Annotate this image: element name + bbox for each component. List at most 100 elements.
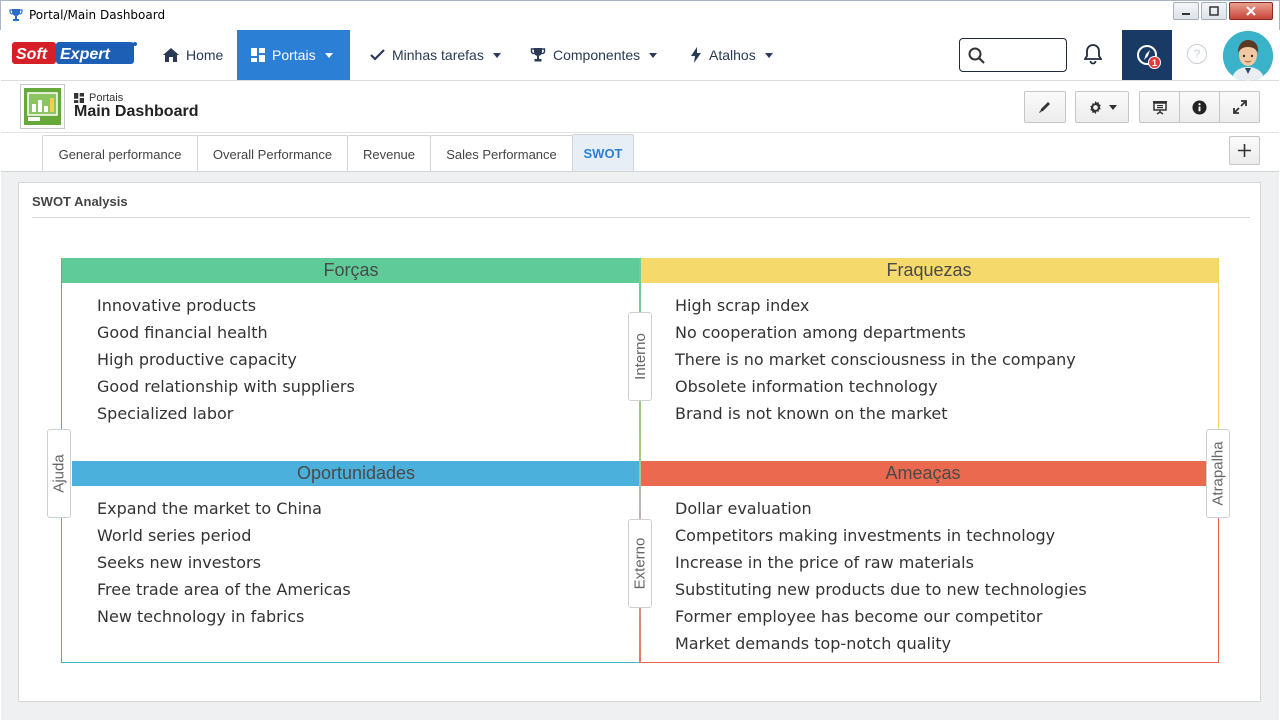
- help-icon[interactable]: ?: [1187, 44, 1207, 64]
- svg-text:Expert: Expert: [60, 46, 110, 63]
- swot-weaknesses: Fraquezas High scrap index No cooperatio…: [640, 258, 1219, 461]
- opportunities-header: Oportunidades: [72, 461, 640, 486]
- list-item: Substituting new products due to new tec…: [675, 580, 1087, 599]
- close-button[interactable]: [1229, 2, 1273, 20]
- svg-text:Soft: Soft: [16, 46, 48, 63]
- softexpert-logo[interactable]: Soft Expert: [12, 40, 138, 66]
- swot-center-divider: [639, 258, 641, 663]
- plus-icon: [1238, 144, 1251, 157]
- user-avatar-icon: [1223, 31, 1273, 81]
- info-icon: [1192, 99, 1207, 115]
- label-hinders-text: Atrapalha: [1209, 441, 1227, 506]
- nav-componentes[interactable]: Componentes: [516, 30, 671, 80]
- fullscreen-button[interactable]: [1219, 91, 1260, 123]
- nav-atalhos[interactable]: Atalhos: [676, 30, 787, 80]
- strengths-header: Forças: [62, 258, 640, 283]
- window-titlebar: Portal/Main Dashboard: [0, 0, 1280, 30]
- list-item: Expand the market to China: [97, 499, 322, 518]
- opportunities-list: Expand the market to China World series …: [62, 486, 640, 630]
- presentation-icon: [1152, 100, 1167, 115]
- gear-icon: [1089, 100, 1101, 114]
- panel-divider: [32, 217, 1250, 218]
- portal-image-icon: [27, 92, 58, 121]
- edit-button[interactable]: [1024, 91, 1066, 123]
- nav-atalhos-label: Atalhos: [709, 47, 756, 63]
- label-helps-text: Ajuda: [50, 454, 68, 493]
- threats-header: Ameaças: [640, 461, 1206, 486]
- tab-overall-performance[interactable]: Overall Performance: [197, 135, 348, 172]
- task-count-badge: 1: [1148, 56, 1161, 69]
- label-external-text: Externo: [631, 537, 649, 590]
- list-item: World series period: [97, 526, 252, 545]
- minimize-button[interactable]: [1173, 2, 1199, 20]
- presentation-button[interactable]: [1139, 91, 1180, 123]
- strengths-list: Innovative products Good financial healt…: [62, 283, 640, 427]
- list-item: Obsolete information technology: [675, 377, 938, 396]
- swot-threats: Ameaças Dollar evaluation Competitors ma…: [640, 461, 1219, 663]
- page-header: Portais Main Dashboard: [1, 81, 1279, 133]
- list-item: New technology in fabrics: [97, 607, 305, 626]
- nav-home-label: Home: [186, 47, 224, 63]
- nav-componentes-label: Componentes: [553, 47, 641, 63]
- expand-icon: [1232, 100, 1247, 114]
- info-button[interactable]: [1179, 91, 1220, 123]
- user-avatar[interactable]: [1223, 31, 1273, 81]
- compass-icon: [1137, 45, 1157, 65]
- check-icon: [370, 49, 385, 61]
- page-title: Main Dashboard: [74, 103, 199, 120]
- chevron-down-icon: [649, 52, 658, 58]
- maximize-button[interactable]: [1201, 2, 1227, 20]
- tab-sales-performance[interactable]: Sales Performance: [430, 135, 573, 172]
- label-helps: Ajuda: [47, 429, 71, 518]
- nav-home[interactable]: Home: [149, 30, 237, 80]
- dashboard-tabs: General performance Overall Performance …: [1, 133, 1279, 172]
- list-item: Market demands top-notch quality: [675, 634, 952, 653]
- label-internal-text: Interno: [631, 333, 649, 380]
- search-icon: [968, 47, 985, 64]
- dashboard-icon: [251, 48, 265, 62]
- breadcrumb[interactable]: Portais: [74, 92, 123, 104]
- tab-revenue[interactable]: Revenue: [347, 135, 431, 172]
- pencil-icon: [1039, 102, 1050, 113]
- list-item: Specialized labor: [97, 404, 234, 423]
- search-input[interactable]: [990, 45, 1060, 65]
- window-title: Portal/Main Dashboard: [29, 8, 166, 22]
- chevron-down-icon: [1108, 104, 1117, 110]
- tab-general-performance[interactable]: General performance: [42, 135, 198, 172]
- list-item: Dollar evaluation: [675, 499, 812, 518]
- portal-thumbnail: [20, 84, 65, 129]
- home-icon: [163, 48, 179, 62]
- list-item: No cooperation among departments: [675, 323, 966, 342]
- trophy-icon: [530, 48, 546, 62]
- threats-list: Dollar evaluation Competitors making inv…: [640, 486, 1218, 657]
- list-item: Seeks new investors: [97, 553, 261, 572]
- list-item: Brand is not known on the market: [675, 404, 948, 423]
- list-item: Increase in the price of raw materials: [675, 553, 974, 572]
- weaknesses-list: High scrap index No cooperation among de…: [640, 283, 1218, 427]
- tasks-button[interactable]: 1: [1122, 30, 1172, 80]
- list-item: High scrap index: [675, 296, 810, 315]
- nav-portais[interactable]: Portais: [237, 30, 350, 80]
- list-item: High productive capacity: [97, 350, 297, 369]
- settings-button[interactable]: [1075, 91, 1129, 123]
- lightning-icon: [691, 47, 701, 63]
- list-item: Former employee has become our competito…: [675, 607, 1043, 626]
- nav-minhas-tarefas[interactable]: Minhas tarefas: [356, 30, 515, 80]
- top-navbar: Soft Expert Home Portais Minhas tarefas …: [1, 30, 1279, 81]
- nav-portais-label: Portais: [272, 47, 316, 63]
- tab-swot[interactable]: SWOT: [572, 134, 634, 171]
- search-field[interactable]: [959, 38, 1067, 72]
- add-tab-button[interactable]: [1229, 136, 1260, 165]
- list-item: Innovative products: [97, 296, 257, 315]
- bell-icon[interactable]: [1084, 43, 1102, 65]
- trophy-app-icon: [9, 9, 23, 21]
- list-item: Free trade area of the Americas: [97, 580, 351, 599]
- panel-title: SWOT Analysis: [32, 194, 128, 209]
- nav-minhas-tarefas-label: Minhas tarefas: [392, 47, 484, 63]
- list-item: There is no market consciousness in the …: [675, 350, 1076, 369]
- list-item: Competitors making investments in techno…: [675, 526, 1056, 545]
- dashboard-icon: [74, 93, 84, 103]
- list-item: Good financial health: [97, 323, 268, 342]
- label-internal: Interno: [628, 312, 652, 401]
- weaknesses-header: Fraquezas: [640, 258, 1218, 283]
